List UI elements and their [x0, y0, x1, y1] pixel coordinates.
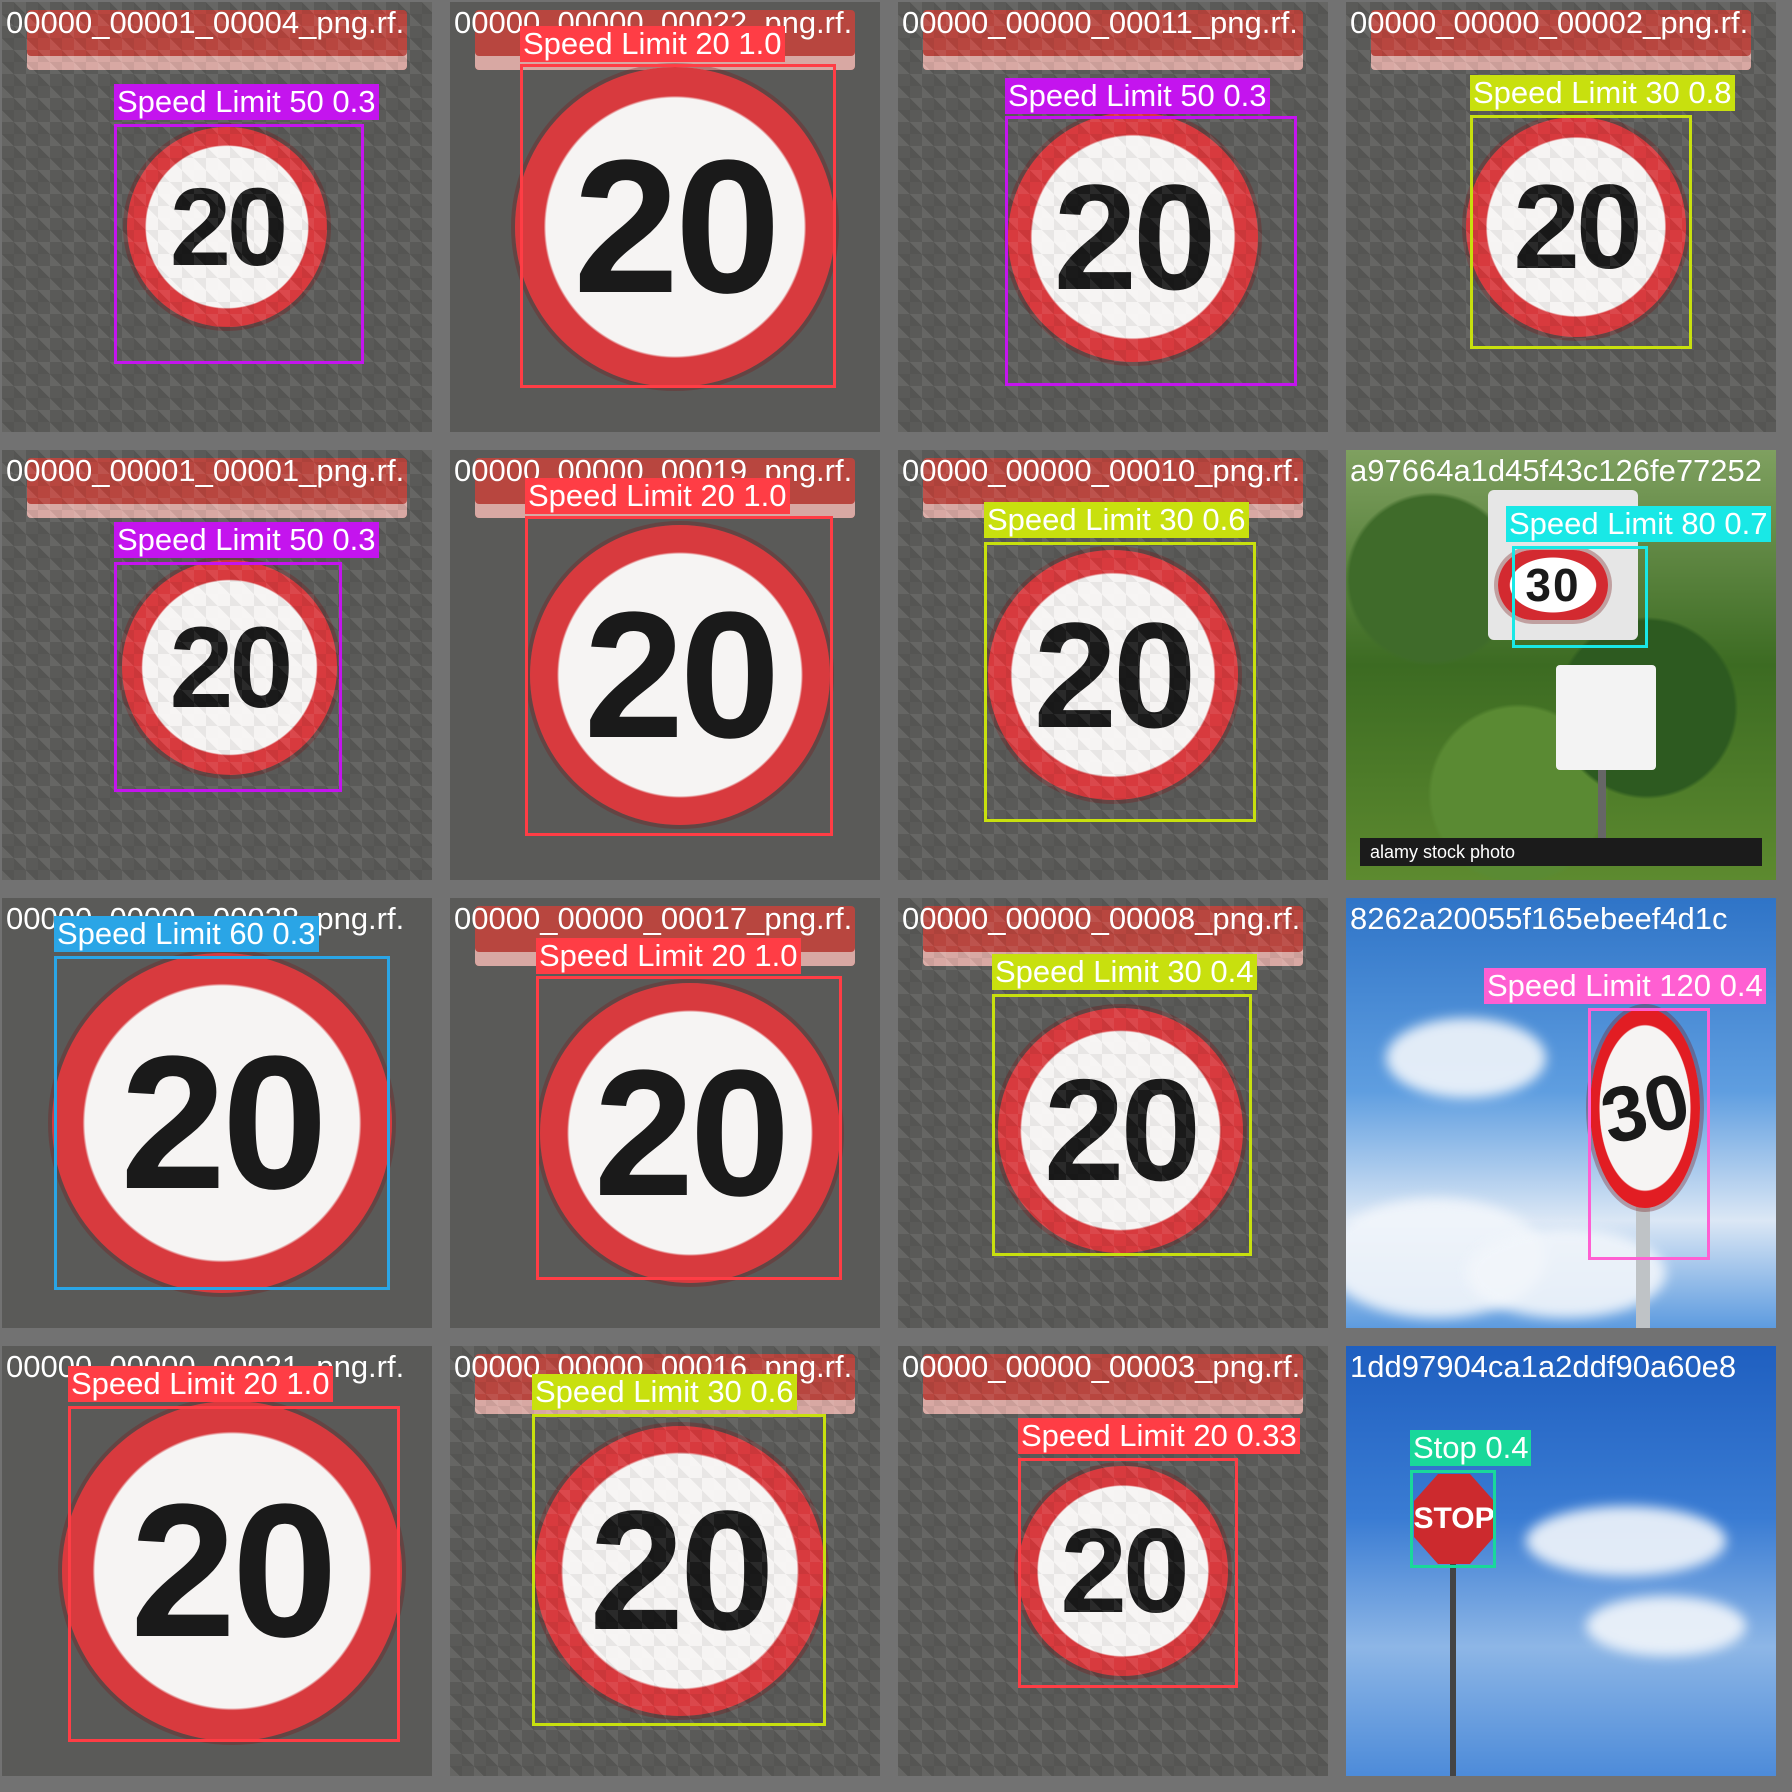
sign-text: 20 — [120, 1014, 323, 1232]
tile-photo: 20 — [1346, 2, 1776, 432]
tile-photo: 20 — [898, 2, 1328, 432]
sign-text: 20 — [589, 1473, 770, 1669]
detection-label: Speed Limit 20 1.0 — [525, 478, 790, 514]
tile-6: 20 00000_00000_00019_png.rf. Speed Limit… — [450, 450, 880, 880]
tile-photo: 20 — [450, 1346, 880, 1776]
detection-label: Speed Limit 30 0.8 — [1470, 75, 1735, 111]
tile-16: STOP 1dd97904ca1a2ddf90a60e8 Stop 0.4 — [1346, 1346, 1776, 1776]
tile-14: 20 00000_00000_00016_png.rf. Speed Limit… — [450, 1346, 880, 1776]
tile-7: 20 00000_00000_00010_png.rf. Speed Limit… — [898, 450, 1328, 880]
tile-photo: 20 — [2, 450, 432, 880]
tile-3: 20 00000_00000_00011_png.rf. Speed Limit… — [898, 2, 1328, 432]
detection-label: Speed Limit 50 0.3 — [1005, 78, 1270, 114]
sign-text: 30 — [1525, 558, 1580, 612]
detection-label: Speed Limit 20 1.0 — [520, 26, 785, 62]
detection-label: Speed Limit 60 0.3 — [54, 916, 319, 952]
tile-11: 20 00000_00000_00008_png.rf. Speed Limit… — [898, 898, 1328, 1328]
tile-10: 20 00000_00000_00017_png.rf. Speed Limit… — [450, 898, 880, 1328]
detection-label: Speed Limit 30 0.4 — [992, 954, 1257, 990]
detection-label: Speed Limit 20 0.33 — [1018, 1418, 1300, 1454]
tile-9: 20 00000_00000_00028_png.rf. Speed Limit… — [2, 898, 432, 1328]
detection-label: Speed Limit 120 0.4 — [1484, 968, 1766, 1004]
tile-photo: 30 — [1346, 898, 1776, 1328]
tile-8: 30 alamy stock photo a97664a1d45f43c126f… — [1346, 450, 1776, 880]
tile-photo: 20 — [2, 1346, 432, 1776]
tile-4: 20 00000_00000_00002_png.rf. Speed Limit… — [1346, 2, 1776, 432]
sign-text: 30 — [1592, 1053, 1698, 1162]
watermark-text: alamy stock photo — [1360, 838, 1762, 866]
sign-text: 20 — [1054, 151, 1213, 324]
tile-13: 20 00000_00000_00021_png.rf. Speed Limit… — [2, 1346, 432, 1776]
sign-text: 20 — [594, 1030, 786, 1237]
sign-text: 20 — [1513, 158, 1638, 296]
sign-text: 20 — [170, 602, 290, 734]
tile-15: 20 00000_00000_00003_png.rf. Speed Limit… — [898, 1346, 1328, 1776]
sign-text: STOP — [1414, 1474, 1494, 1564]
tile-photo: 20 — [450, 2, 880, 432]
tile-photo: 20 — [898, 1346, 1328, 1776]
tile-photo: STOP — [1346, 1346, 1776, 1776]
sign-text: 20 — [573, 118, 776, 336]
detection-label: Speed Limit 20 1.0 — [536, 938, 801, 974]
tile-photo: 20 — [450, 450, 880, 880]
tile-12: 30 8262a20055f165ebeef4d1c Speed Limit 1… — [1346, 898, 1776, 1328]
sign-text: 20 — [1034, 589, 1193, 762]
detection-label: Speed Limit 50 0.3 — [114, 522, 379, 558]
detection-label: Speed Limit 30 0.6 — [532, 1374, 797, 1410]
sign-text: 20 — [1060, 1502, 1185, 1640]
detection-label: Speed Limit 80 0.7 — [1506, 506, 1771, 542]
detection-label: Speed Limit 20 1.0 — [68, 1366, 333, 1402]
tile-1: 20 00000_00001_00004_png.rf. Speed Limit… — [2, 2, 432, 432]
sign-text: 20 — [130, 1462, 333, 1680]
sign-text: 20 — [1044, 1047, 1197, 1214]
tile-2: 20 00000_00000_00022_png.rf. Speed Limit… — [450, 2, 880, 432]
sign-text: 20 — [584, 572, 776, 779]
sign-text: 20 — [170, 164, 284, 291]
tile-photo: 20 — [2, 898, 432, 1328]
tile-photo: 20 — [2, 2, 432, 432]
detection-label: Speed Limit 50 0.3 — [114, 84, 379, 120]
tile-5: 20 00000_00001_00001_png.rf. Speed Limit… — [2, 450, 432, 880]
detection-label: Stop 0.4 — [1410, 1430, 1531, 1466]
detection-label: Speed Limit 30 0.6 — [984, 502, 1249, 538]
